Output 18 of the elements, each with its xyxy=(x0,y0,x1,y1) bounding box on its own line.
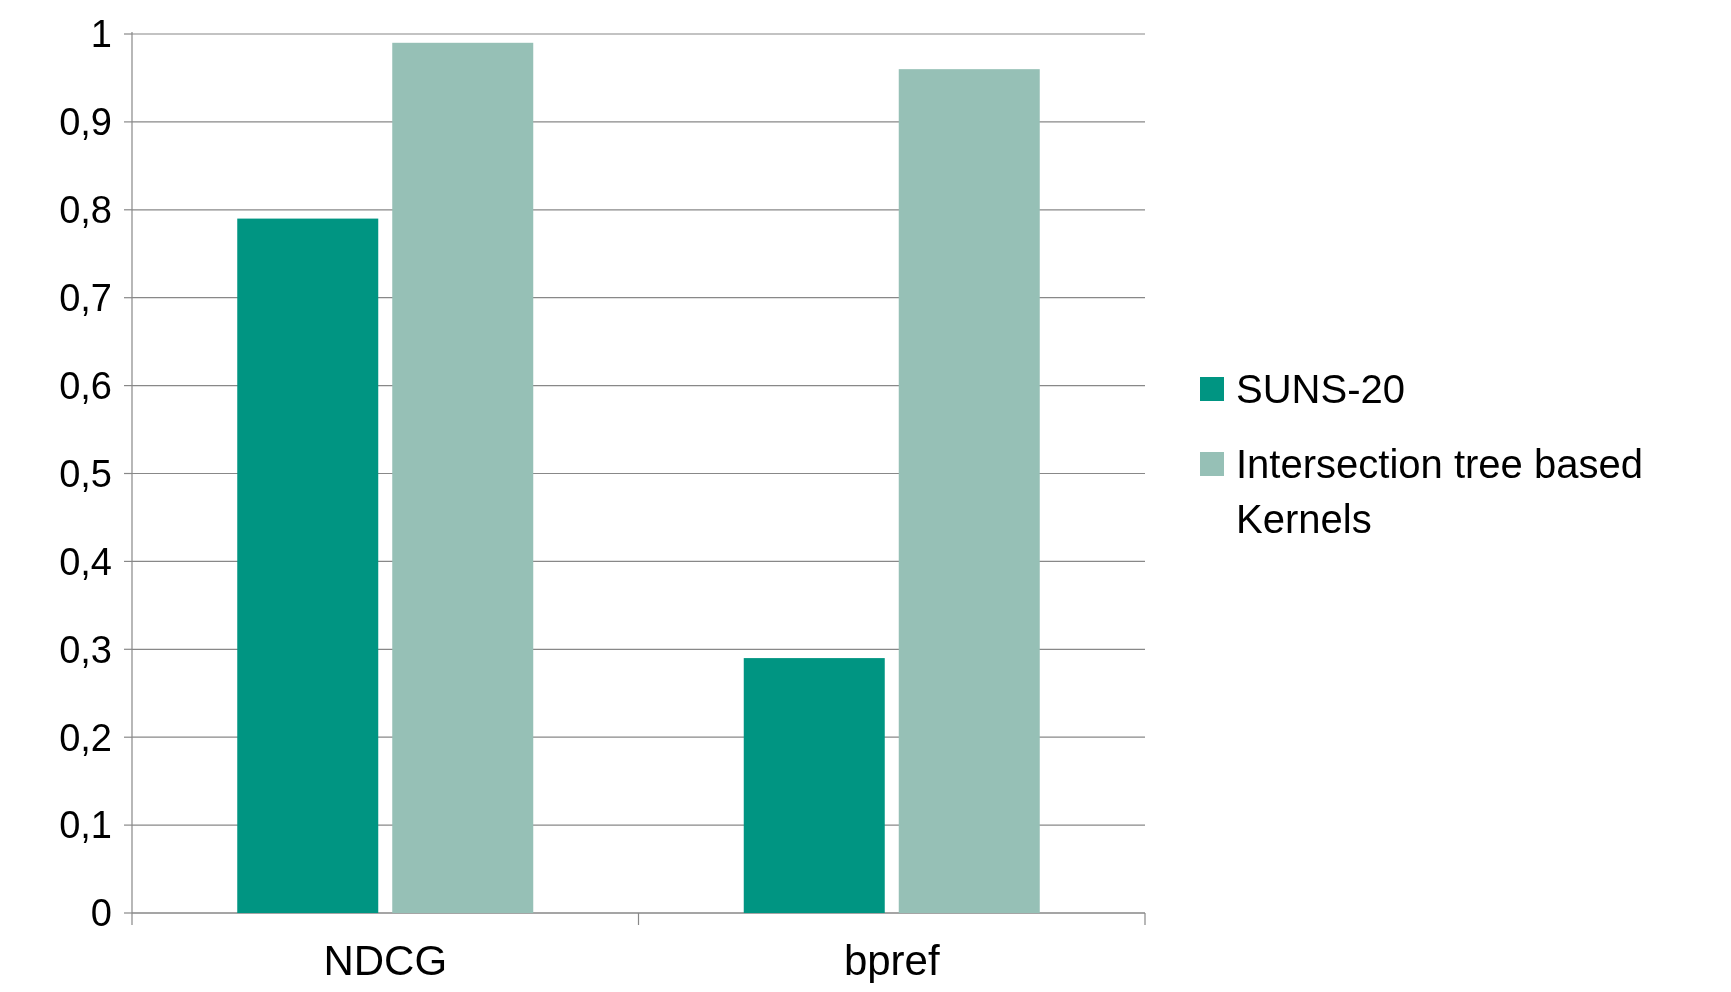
bar xyxy=(898,69,1040,913)
y-tick-label: 0,3 xyxy=(59,628,112,671)
legend-label: SUNS-20 xyxy=(1236,367,1405,411)
bar xyxy=(237,218,379,913)
y-tick-label: 0,8 xyxy=(59,189,112,232)
y-tick-label: 0,9 xyxy=(59,101,112,144)
x-tick-label: NDCG xyxy=(323,937,448,984)
y-tick-label: 0,6 xyxy=(59,364,112,407)
y-tick-label: 0 xyxy=(90,892,112,935)
y-tick-label: 0,1 xyxy=(59,804,112,847)
y-tick-label: 0,4 xyxy=(59,540,112,583)
legend-label: Intersection tree based Kernels xyxy=(1236,442,1643,541)
y-tick-label: 0,2 xyxy=(59,716,112,759)
y-tick-label: 0,7 xyxy=(59,277,112,319)
y-tick-label: 0,5 xyxy=(59,452,112,495)
bar xyxy=(392,42,534,913)
y-tick-label: 1 xyxy=(90,13,112,56)
bar xyxy=(743,658,885,913)
